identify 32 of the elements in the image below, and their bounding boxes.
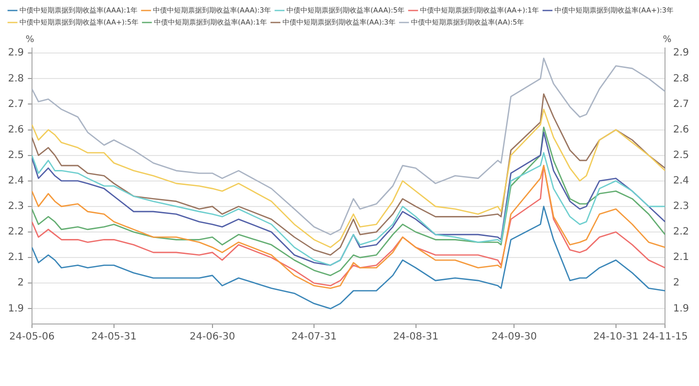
x-tick-label: 24-11-15 xyxy=(642,332,688,343)
y-tick-label: 2.9 xyxy=(8,48,24,59)
y-tick-label: 2 xyxy=(18,278,24,289)
y2-tick-label: 2.7 xyxy=(673,98,690,110)
y-tick-label: 2.3 xyxy=(8,201,24,212)
y2-tick-label: 2.8 xyxy=(673,73,690,84)
y-axis-title: % xyxy=(26,34,35,45)
y-tick-label: 2.7 xyxy=(8,98,24,110)
x-tick-label: 24-05-06 xyxy=(9,332,55,343)
y2-tick-label: 2.2 xyxy=(673,226,690,238)
y-tick-label: 2.1 xyxy=(8,252,24,264)
y2-tick-label: 2.9 xyxy=(673,48,690,59)
y2-tick-label: 2.3 xyxy=(673,201,690,212)
x-tick-label: 24-08-31 xyxy=(393,332,438,343)
x-tick-label: 24-05-31 xyxy=(91,332,137,343)
y-tick-label: 2.4 xyxy=(8,175,24,186)
y2-tick-label: 2.6 xyxy=(673,124,690,136)
y-tick-label: 2.5 xyxy=(8,150,24,161)
y2-tick-label: 2.1 xyxy=(673,252,690,264)
y-tick-label: 2.6 xyxy=(8,124,24,136)
x-tick-label: 24-07-31 xyxy=(291,332,337,343)
y2-tick-label: 2.5 xyxy=(673,150,690,161)
y2-tick-label: 1.9 xyxy=(673,303,690,314)
y-tick-label: 2.8 xyxy=(8,73,24,84)
x-tick-label: 24-06-30 xyxy=(190,332,236,343)
y-tick-label: 2.2 xyxy=(8,226,24,238)
y2-tick-label: 2.4 xyxy=(673,175,690,186)
y-tick-label: 1.9 xyxy=(8,303,24,314)
y2-tick-label: 2 xyxy=(673,278,680,289)
y2-axis-title: % xyxy=(662,34,672,45)
x-tick-label: 24-09-30 xyxy=(491,332,537,343)
x-tick-label: 24-10-31 xyxy=(593,332,639,343)
